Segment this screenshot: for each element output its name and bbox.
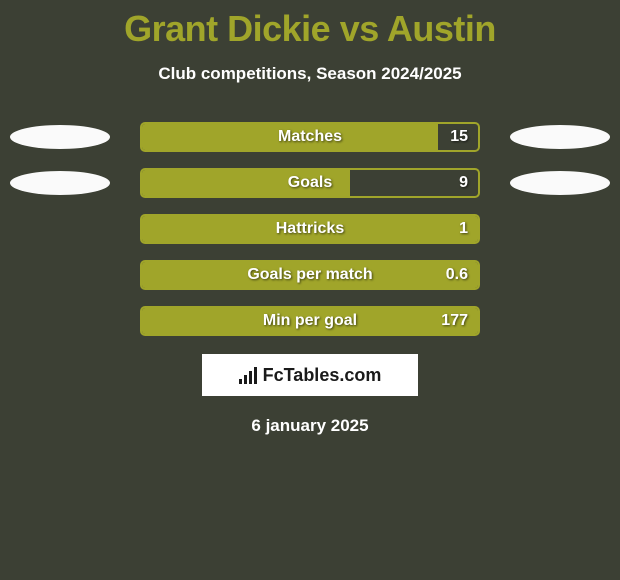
stat-bar: Matches15 <box>140 122 480 152</box>
player-marker-left <box>10 171 110 195</box>
stat-label: Goals <box>142 170 478 196</box>
stat-row: Goals per match0.6 <box>0 260 620 290</box>
stat-value: 1 <box>459 216 468 242</box>
stat-row: Goals9 <box>0 168 620 198</box>
player-marker-right <box>510 125 610 149</box>
stat-row: Min per goal177 <box>0 306 620 336</box>
stat-label: Hattricks <box>142 216 478 242</box>
stat-label: Goals per match <box>142 262 478 288</box>
comparison-chart: Matches15 Goals9 Hattricks1 Goals per match… <box>0 122 620 336</box>
player-marker-left <box>10 125 110 149</box>
stat-bar: Hattricks1 <box>140 214 480 244</box>
subtitle: Club competitions, Season 2024/2025 <box>0 64 620 84</box>
bars-icon <box>239 366 257 384</box>
stat-value: 15 <box>450 124 468 150</box>
date-label: 6 january 2025 <box>0 416 620 436</box>
brand-text: FcTables.com <box>263 365 382 386</box>
player-marker-right <box>510 171 610 195</box>
stat-row: Matches15 <box>0 122 620 152</box>
page-title: Grant Dickie vs Austin <box>0 0 620 50</box>
stat-bar: Goals per match0.6 <box>140 260 480 290</box>
stat-value: 9 <box>459 170 468 196</box>
stat-value: 177 <box>441 308 468 334</box>
stat-row: Hattricks1 <box>0 214 620 244</box>
stat-label: Min per goal <box>142 308 478 334</box>
brand-badge: FcTables.com <box>202 354 418 396</box>
stat-bar: Goals9 <box>140 168 480 198</box>
stat-value: 0.6 <box>446 262 468 288</box>
stat-bar: Min per goal177 <box>140 306 480 336</box>
stat-label: Matches <box>142 124 478 150</box>
